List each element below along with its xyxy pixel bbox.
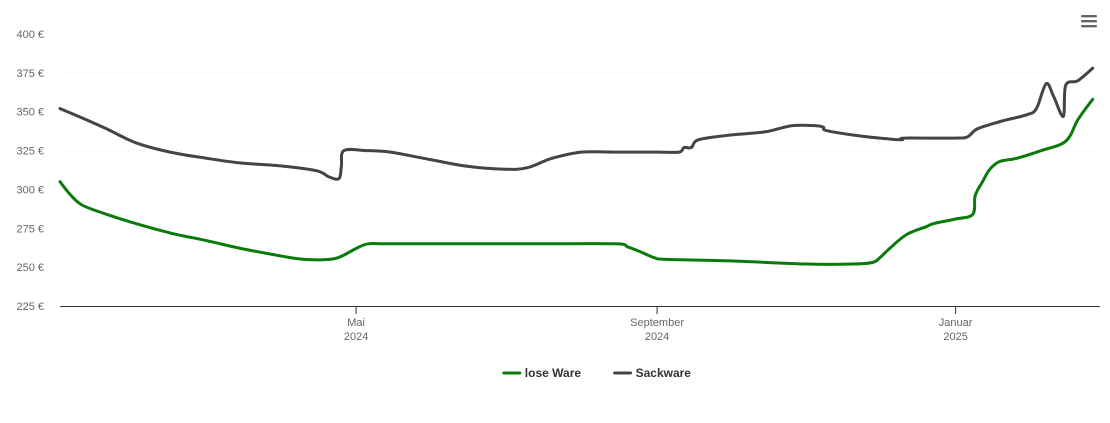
series-line-0[interactable] <box>58 97 1095 266</box>
y-axis-ticks: 225 € 250 € 275 € 300 € 325 € 350 € 375 € 400 € <box>16 29 44 313</box>
x-axis: Mai 2024 September 2024 Januar 2025 <box>60 306 1100 343</box>
x-tick-month: Mai <box>347 317 365 329</box>
x-tick-label: Mai 2024 <box>344 317 368 343</box>
x-tick-year: 2024 <box>344 331 368 343</box>
y-tick-label: 225 € <box>16 301 44 313</box>
y-tick-label: 275 € <box>16 223 44 235</box>
grid-lines <box>60 33 1100 268</box>
y-tick-label: 325 € <box>16 146 44 158</box>
legend[interactable]: lose Ware Sackware <box>502 366 692 380</box>
hamburger-icon <box>1081 15 1097 28</box>
y-tick-label: 350 € <box>16 107 44 119</box>
x-tick-label: Januar 2025 <box>939 317 973 343</box>
series-line-1[interactable] <box>58 66 1095 181</box>
legend-label: lose Ware <box>525 366 582 380</box>
y-tick-label: 250 € <box>16 262 44 274</box>
x-tick-month: September <box>630 317 684 329</box>
context-menu-button[interactable] <box>1074 8 1104 34</box>
legend-item-0[interactable]: lose Ware <box>502 366 582 380</box>
y-tick-label: 400 € <box>16 29 44 41</box>
series-lines <box>58 66 1095 266</box>
x-tick-month: Januar <box>939 317 973 329</box>
legend-item-1[interactable]: Sackware <box>613 366 692 380</box>
legend-label: Sackware <box>636 366 692 380</box>
y-tick-label: 300 € <box>16 184 44 196</box>
y-tick-label: 375 € <box>16 68 44 80</box>
x-tick-label: September 2024 <box>630 317 684 343</box>
x-tick-year: 2025 <box>943 331 967 343</box>
x-tick-year: 2024 <box>645 331 669 343</box>
